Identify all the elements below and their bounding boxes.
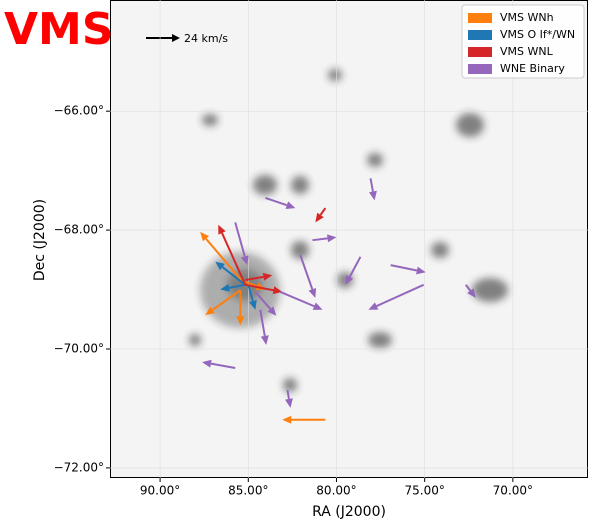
arrow [315, 207, 327, 223]
arrow-head [327, 234, 337, 243]
arrow-shaft [348, 256, 362, 278]
arrow-head [262, 272, 273, 281]
arrow [312, 234, 337, 243]
arrow-shaft [212, 289, 241, 311]
arrow-shaft [464, 284, 472, 292]
x-tick-label: 90.00° [140, 484, 180, 498]
chart-title: VMS [4, 4, 114, 55]
arrow-head [369, 190, 377, 201]
arrow [202, 359, 236, 369]
arrow [245, 272, 273, 282]
arrow-head [315, 212, 324, 223]
arrow-shaft [221, 232, 247, 286]
arrow-shaft [210, 362, 236, 369]
arrow-shaft [254, 291, 272, 310]
arrow-head [220, 283, 230, 292]
arrow [464, 284, 476, 298]
arrow [282, 415, 326, 424]
arrow [215, 261, 246, 286]
arrow-head [345, 274, 354, 285]
y-tick-label: −66.00° [54, 104, 104, 118]
arrow-head [467, 288, 476, 298]
arrow-head [282, 415, 292, 424]
arrow [220, 283, 246, 292]
arrow-head [236, 316, 245, 326]
arrow-shaft [319, 207, 327, 216]
arrow [285, 389, 293, 408]
arrow-head [218, 224, 226, 235]
arrow-head [272, 286, 283, 295]
arrow-head [312, 302, 323, 310]
legend-swatch [468, 64, 492, 74]
arrow-head [240, 255, 249, 266]
arrow-head [285, 398, 293, 408]
x-tick-label: 80.00° [316, 484, 356, 498]
legend-label: VMS WNL [500, 45, 554, 58]
legend-label: WNE Binary [500, 62, 565, 75]
arrow-shaft [234, 222, 246, 257]
legend-label: VMS WNh [500, 11, 554, 24]
arrow-shaft [228, 283, 246, 289]
arrow-shaft [312, 237, 328, 242]
arrow [234, 222, 249, 266]
arrow [368, 283, 425, 310]
arrow-shaft [265, 197, 288, 207]
legend-swatch [468, 30, 492, 40]
arrow [200, 231, 247, 286]
plot-frame [110, 0, 588, 478]
arrow [254, 291, 277, 316]
arrow [247, 284, 257, 310]
x-tick-label: 70.00° [493, 484, 533, 498]
arrow [236, 290, 245, 326]
arrow [369, 178, 377, 201]
arrow-head [202, 359, 212, 368]
arrow [390, 264, 426, 275]
arrow-shaft [245, 283, 274, 292]
arrow-shaft [245, 275, 264, 282]
arrow-shaft [247, 284, 254, 302]
arrow-shaft [205, 238, 247, 286]
x-axis-label: RA (J2000) [312, 504, 386, 520]
x-tick-label: 75.00° [404, 484, 444, 498]
arrow-head [416, 266, 426, 275]
y-tick-label: −68.00° [54, 223, 104, 237]
y-axis-label: Dec (J2000) [32, 199, 48, 281]
arrow-head [200, 231, 210, 242]
reference-arrow-head [172, 34, 180, 42]
x-tick-label: 85.00° [228, 484, 268, 498]
arrow-shaft [299, 254, 314, 290]
arrow-head [285, 201, 296, 210]
arrow [245, 283, 283, 295]
arrow-shaft [259, 309, 266, 337]
arrow-shaft [244, 280, 258, 288]
arrow-shaft [369, 178, 374, 192]
arrow-shaft [279, 290, 315, 308]
arrow-head [368, 302, 379, 310]
y-tick-label: −72.00° [54, 460, 104, 474]
legend-swatch [468, 47, 492, 57]
arrow-head [215, 261, 225, 271]
arrow [345, 256, 362, 285]
arrow [218, 224, 247, 286]
legend-label: VMS O If*/WN [500, 28, 575, 41]
arrow-shaft [221, 266, 246, 286]
arrow-shaft [390, 264, 418, 272]
legend-swatch [468, 13, 492, 23]
arrow [265, 197, 296, 210]
arrow [205, 289, 241, 316]
arrow [259, 309, 269, 345]
arrow [299, 254, 317, 298]
reference-label: 24 km/s [184, 32, 228, 45]
arrow-head [308, 288, 317, 298]
arrow-shaft [286, 389, 290, 400]
arrow-head [267, 306, 277, 316]
arrow [279, 290, 323, 310]
arrow-head [260, 335, 269, 345]
arrow-head [249, 300, 257, 310]
legend [461, 4, 585, 79]
y-tick-label: −70.00° [54, 341, 104, 355]
arrow-shaft [376, 283, 425, 307]
arrow-head [205, 306, 215, 316]
